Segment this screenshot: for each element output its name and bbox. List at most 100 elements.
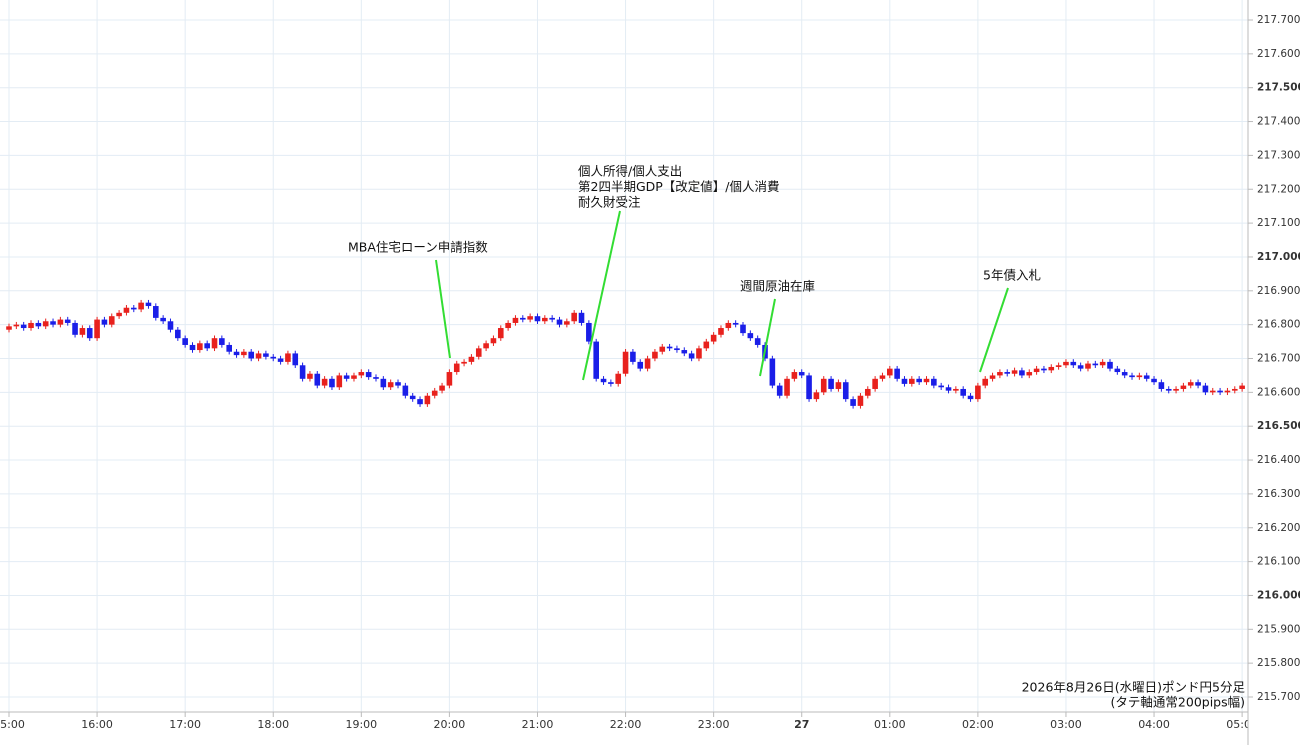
candle-body [248,351,255,359]
x-tick-label: 05:00 [1226,718,1258,731]
y-tick-label: 217.500 [1257,82,1300,94]
candle-body [520,317,526,320]
candle-body [894,368,900,379]
y-tick-label: 217.400 [1257,116,1300,128]
candle-body [72,322,78,335]
candle-body [593,341,599,379]
candle-body [409,395,416,400]
candle-body [982,378,989,386]
candle-body [681,350,688,354]
candle-body [644,358,651,369]
candle-body [395,382,401,386]
x-tick-label: 01:00 [874,718,906,731]
candle-body [439,385,445,391]
candles [6,299,1245,409]
candle-body [42,321,49,327]
x-tick-label: 17:00 [169,718,201,731]
candle-body [57,319,64,325]
candle-body [365,372,372,378]
candle-body [813,392,820,400]
candle-body [64,319,71,323]
chart-note: (タテ軸通常200pips幅) [1111,695,1245,710]
candle-body [798,372,805,376]
candle-body [204,343,210,349]
candle-body [101,319,108,325]
annotations: MBA住宅ローン申請指数 個人所得/個人支出第2四半期GDP【改定値】/個人消費耐… [348,164,1041,381]
candle-body [226,344,232,352]
candle-body [806,375,812,400]
candle-body [189,344,196,351]
candle-body [277,358,284,362]
candle-body [960,388,966,396]
candle-body [1085,363,1091,369]
candle-body [241,351,247,356]
candle-body [153,306,159,318]
candle-body [79,328,86,335]
annotation-text: 個人所得/個人支出 [578,164,682,179]
candle-body [1165,388,1172,391]
candle-body [1136,375,1143,378]
candle-body [1239,385,1245,389]
y-tick-label: 215.700 [1257,691,1300,703]
candle-body [556,319,563,325]
candle-body [20,324,27,329]
y-tick-label: 216.500 [1257,420,1300,432]
candle-body [784,378,790,396]
candle-body [145,302,152,307]
candle-body [446,372,453,386]
candle-body [953,388,959,391]
candle-body [1055,365,1062,367]
candle-body [1151,378,1157,383]
candle-body [1070,361,1077,366]
candle-body [989,375,996,379]
candle-body [343,375,350,379]
candle-body [659,346,666,352]
annotation-text: 耐久財受注 [578,195,641,210]
candle-body [1224,390,1231,393]
candle-body [938,385,944,388]
candle-body [1099,361,1106,366]
candle-body [688,353,695,359]
x-tick-label: 27 [794,718,809,731]
candle-body [916,378,922,383]
candle-body [1004,372,1011,374]
candle-body [270,356,277,359]
candle-body [1173,388,1179,391]
candle-body [534,316,541,322]
candle-body [431,390,438,396]
y-tick-label: 216.300 [1257,488,1300,500]
candle-body [1143,375,1150,379]
candle-body [292,353,299,366]
candle-body [1121,372,1128,376]
candle-body [1231,388,1238,391]
candle-body [1048,366,1055,371]
candle-body [255,353,262,359]
candle-body [263,353,269,357]
candle-body [1077,365,1084,369]
candle-body [637,361,644,369]
y-tick-label: 216.800 [1257,319,1300,331]
candle-body [549,317,555,320]
annotation-pointer [435,259,451,359]
candle-body [622,351,629,374]
candle-body [923,378,930,383]
y-tick-label: 216.400 [1257,454,1300,466]
annotation-text: 週間原油在庫 [740,279,815,294]
candle-body [1217,390,1223,393]
candle-body [233,351,240,356]
candle-body [666,346,673,349]
candle-body [285,353,291,362]
candle-body [732,322,739,325]
x-tick-label: 20:00 [434,718,466,731]
candle-body [167,321,174,330]
candle-body [1026,372,1033,376]
candle-body [1202,385,1209,393]
candle-body [1107,361,1113,369]
candle-body [116,312,122,317]
candle-body [600,378,607,383]
y-tick-label: 215.800 [1257,657,1300,669]
candle-body [725,322,732,329]
candle-body [909,378,915,384]
candle-body [608,382,614,384]
candle-body [872,378,878,389]
